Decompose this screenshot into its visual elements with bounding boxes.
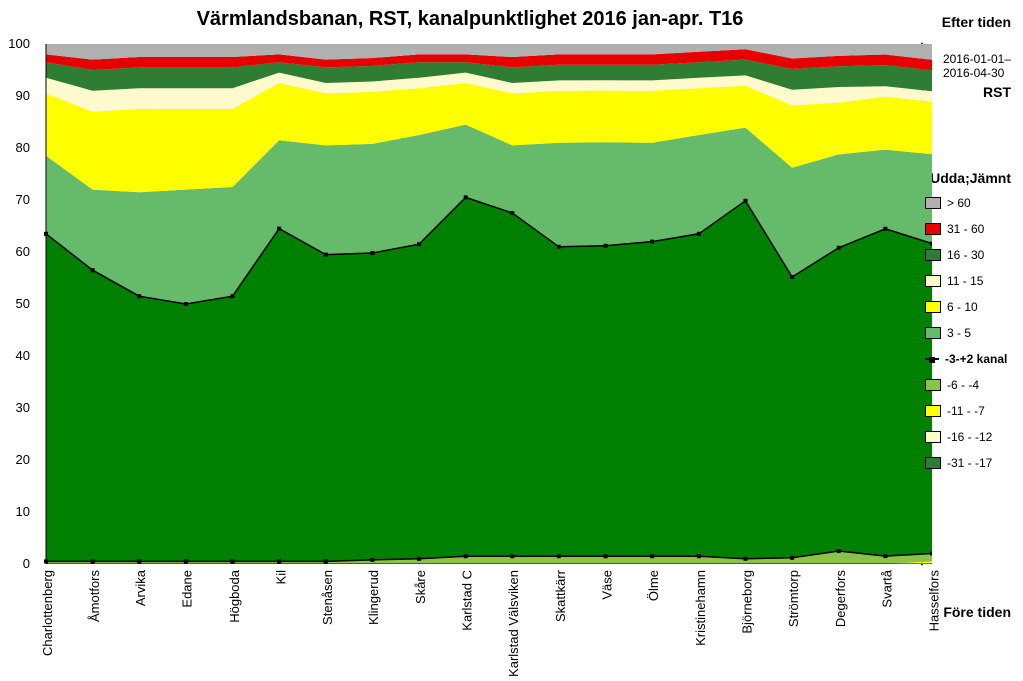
legend-label: -31 - -17 [947, 456, 992, 470]
x-tick-label: Skåre [413, 570, 428, 604]
x-tick-label: Kil [273, 570, 288, 584]
legend-label: 16 - 30 [947, 248, 984, 262]
y-tick-label: 10 [0, 504, 30, 519]
chart-title: Värmlandsbanan, RST, kanalpunktlighet 20… [0, 8, 940, 31]
x-tick-label: Degerfors [833, 570, 848, 627]
label-fore-tiden: Före tiden [943, 604, 1011, 620]
legend-label: 3 - 5 [947, 326, 971, 340]
y-tick-label: 40 [0, 348, 30, 363]
y-tick-label: 90 [0, 88, 30, 103]
legend: > 60 31 - 60 16 - 30 11 - 15 6 - 10 3 - 5 -3-+… [925, 196, 1011, 482]
x-tick-label: Stenåsen [320, 570, 335, 625]
legend-label: -16 - -12 [947, 430, 992, 444]
y-tick-label: 0 [0, 556, 30, 571]
legend-label: 31 - 60 [947, 222, 984, 236]
legend-label: -3-+2 kanal [945, 352, 1007, 366]
y-axis-labels: 0102030405060708090100 [0, 44, 34, 564]
legend-item-p6_10: 6 - 10 [925, 300, 1011, 314]
label-rst: RST [983, 84, 1011, 100]
legend-item-p31_60: 31 - 60 [925, 222, 1011, 236]
x-axis-labels: Charlottenberg Åmotfors Arvika Edane Högboda… [40, 564, 926, 674]
legend-item-p3_5: 3 - 5 [925, 326, 1011, 340]
legend-item-neg16_12: -16 - -12 [925, 430, 1011, 444]
y-tick-label: 80 [0, 140, 30, 155]
x-tick-label: Charlottenberg [40, 570, 55, 656]
stacked-area-chart [6, 44, 932, 564]
x-tick-label: Strömtorp [786, 570, 801, 627]
legend-item-neg6_4: -6 - -4 [925, 378, 1011, 392]
y-tick-label: 60 [0, 244, 30, 259]
x-tick-label: Skattkärr [553, 570, 568, 622]
label-efter-tiden: Efter tiden [942, 14, 1011, 30]
legend-label: > 60 [947, 196, 971, 210]
x-tick-label: Svartå [879, 570, 894, 608]
y-tick-label: 30 [0, 400, 30, 415]
y-tick-label: 20 [0, 452, 30, 467]
legend-item-p11_15: 11 - 15 [925, 274, 1011, 288]
date-range: 2016-01-01– 2016-04-30 [943, 52, 1011, 80]
x-tick-label: Edane [180, 570, 195, 608]
x-tick-label: Karlstad C [460, 570, 475, 631]
x-tick-label: Klingerud [366, 570, 381, 625]
x-tick-label: Arvika [133, 570, 148, 606]
x-tick-label: Björneborg [739, 570, 754, 634]
x-tick-label: Kristinehamn [693, 570, 708, 646]
x-tick-label: Väse [600, 570, 615, 600]
legend-item-kanal: -3-+2 kanal [925, 352, 1011, 366]
x-tick-label: Hasselfors [926, 570, 941, 631]
legend-item-p16_30: 16 - 30 [925, 248, 1011, 262]
legend-label: 6 - 10 [947, 300, 978, 314]
x-tick-label: Karlstad Välsviken [506, 570, 521, 677]
x-tick-label: Högboda [227, 570, 242, 623]
legend-item-neg31_17: -31 - -17 [925, 456, 1011, 470]
legend-item-p60: > 60 [925, 196, 1011, 210]
legend-item-neg11_7: -11 - -7 [925, 404, 1011, 418]
x-tick-label: Ölme [646, 570, 661, 601]
x-tick-label: Åmotfors [87, 570, 102, 622]
legend-label: -6 - -4 [947, 378, 979, 392]
legend-label: -11 - -7 [947, 404, 985, 418]
label-udda-jamnt: Udda;Jämnt [930, 170, 1011, 186]
y-tick-label: 100 [0, 36, 30, 51]
chart-container: Värmlandsbanan, RST, kanalpunktlighet 20… [0, 0, 1023, 681]
y-tick-label: 70 [0, 192, 30, 207]
legend-label: 11 - 15 [947, 274, 983, 288]
y-tick-label: 50 [0, 296, 30, 311]
